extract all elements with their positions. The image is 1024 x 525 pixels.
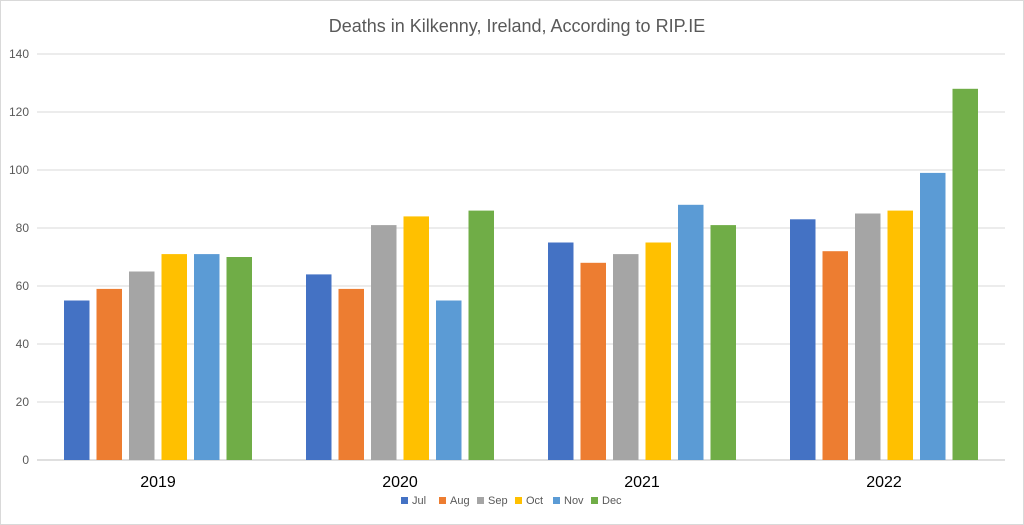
chart-title: Deaths in Kilkenny, Ireland, According t… bbox=[329, 16, 706, 36]
x-category-label: 2022 bbox=[866, 474, 902, 491]
legend-swatch bbox=[477, 497, 484, 504]
bar-2019-nov bbox=[194, 254, 220, 460]
legend-item-jul: Jul bbox=[401, 495, 426, 507]
y-tick-label: 140 bbox=[9, 47, 29, 61]
y-tick-label: 120 bbox=[9, 105, 29, 119]
bar-2020-aug bbox=[338, 288, 364, 460]
legend-swatch bbox=[439, 497, 446, 504]
legend-item-nov: Nov bbox=[553, 495, 584, 507]
y-tick-label: 40 bbox=[16, 337, 30, 351]
legend-swatch bbox=[401, 497, 408, 504]
bar-2022-oct bbox=[887, 210, 913, 460]
bar-2019-oct bbox=[161, 254, 187, 460]
bars bbox=[64, 88, 978, 461]
legend-label: Oct bbox=[526, 495, 543, 507]
legend-label: Jul bbox=[412, 495, 426, 507]
legend-label: Dec bbox=[602, 495, 622, 507]
bar-2020-sep bbox=[371, 225, 397, 460]
bar-2020-oct bbox=[403, 216, 429, 460]
legend-item-dec: Dec bbox=[591, 495, 622, 507]
legend-item-sep: Sep bbox=[477, 495, 508, 507]
bar-2019-sep bbox=[129, 271, 155, 460]
y-tick-label: 20 bbox=[16, 395, 30, 409]
bar-2021-dec bbox=[710, 225, 736, 460]
y-tick-label: 100 bbox=[9, 163, 29, 177]
x-category-label: 2021 bbox=[624, 474, 660, 491]
bar-2020-jul bbox=[306, 274, 332, 460]
x-category-label: 2019 bbox=[140, 474, 176, 491]
bar-2019-aug bbox=[96, 288, 122, 460]
bar-2022-dec bbox=[952, 88, 978, 461]
legend-swatch bbox=[553, 497, 560, 504]
legend-swatch bbox=[515, 497, 522, 504]
legend-item-aug: Aug bbox=[439, 495, 470, 507]
y-tick-label: 80 bbox=[16, 221, 30, 235]
legend-label: Aug bbox=[450, 495, 470, 507]
legend-label: Nov bbox=[564, 495, 584, 507]
y-axis-ticks: 0 20 40 60 80 100 120 140 bbox=[9, 47, 29, 467]
y-tick-label: 60 bbox=[16, 279, 30, 293]
y-tick-label: 0 bbox=[22, 453, 29, 467]
bar-2019-dec bbox=[226, 257, 252, 460]
bar-2020-dec bbox=[468, 210, 494, 460]
x-category-label: 2020 bbox=[382, 474, 418, 491]
bar-2021-aug bbox=[580, 262, 606, 460]
legend-swatch bbox=[591, 497, 598, 504]
legend-item-oct: Oct bbox=[515, 495, 543, 507]
bar-2022-aug bbox=[822, 251, 848, 460]
bar-2021-nov bbox=[678, 204, 704, 460]
legend-label: Sep bbox=[488, 495, 508, 507]
bar-2020-nov bbox=[436, 300, 462, 460]
legend: Jul Aug Sep Oct Nov Dec bbox=[401, 495, 622, 507]
bar-2022-nov bbox=[920, 172, 946, 460]
bar-2022-jul bbox=[790, 219, 816, 460]
bar-2019-jul bbox=[64, 300, 90, 460]
bar-2021-jul bbox=[548, 242, 574, 460]
x-axis-categories: 2019 2020 2021 2022 bbox=[140, 474, 902, 491]
bar-2022-sep bbox=[855, 213, 881, 460]
bar-2021-oct bbox=[645, 242, 671, 460]
bar-2021-sep bbox=[613, 254, 639, 460]
